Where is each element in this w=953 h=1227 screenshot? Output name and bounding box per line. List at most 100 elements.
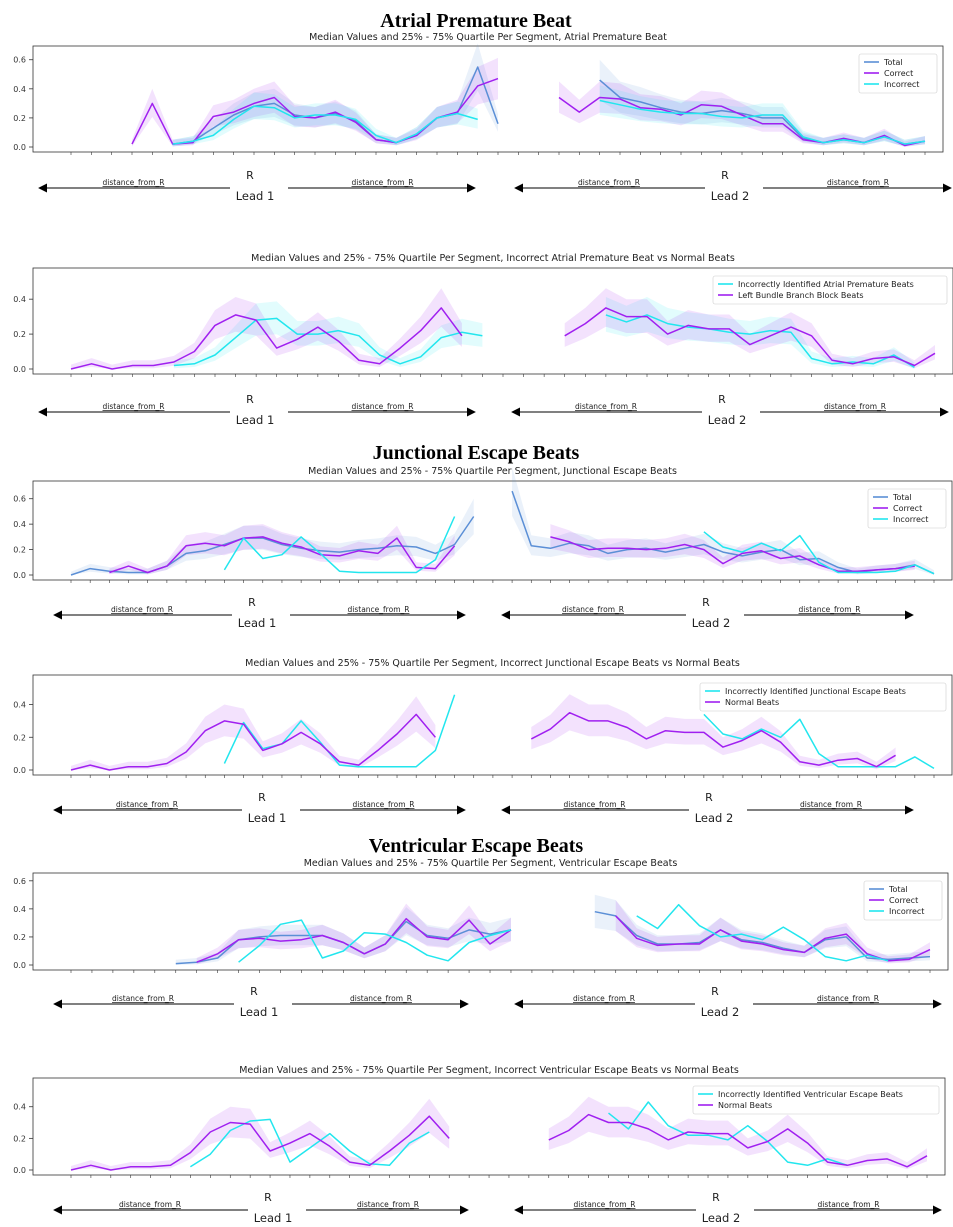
r-marker: R [246,169,254,182]
r-marker: R [248,596,256,609]
panel-6: Median Values and 25% - 75% Quartile Per… [13,1065,946,1225]
quartile-band [599,85,925,147]
legend-box [699,682,947,712]
distance-label: distance_from_R [564,800,626,809]
lead-label: Lead 2 [692,616,731,630]
distance-label: distance_from_R [800,800,862,809]
y-tick-label: 0.4 [13,85,26,94]
quartile-band [599,59,925,147]
distance-label: distance_from_R [357,1200,419,1209]
distance-label: distance_from_R [818,1200,880,1209]
quartile-band [531,694,896,770]
quartile-band [132,57,498,147]
quartile-band [196,903,511,965]
y-tick-label: 0.2 [13,733,26,742]
series-line [109,536,915,574]
quartile-band [71,288,462,369]
lead-label: Lead 2 [701,1005,740,1019]
r-marker: R [258,791,266,804]
r-marker: R [246,393,254,406]
y-tick-label: 0.0 [13,1166,26,1175]
distance-label: distance_from_R [103,178,165,187]
lead-label: Lead 1 [240,1005,279,1019]
distance-label: distance_from_R [824,402,886,411]
chart-title: Median Values and 25% - 75% Quartile Per… [309,32,667,43]
y-tick-label: 0.2 [13,546,26,555]
panel-5: Median Values and 25% - 75% Quartile Per… [13,858,949,1019]
panel-1: Median Values and 25% - 75% Quartile Per… [13,32,952,203]
y-tick-label: 0.0 [13,571,26,580]
series-line [173,314,915,368]
plot-frame [32,45,944,153]
chart-title: Median Values and 25% - 75% Quartile Per… [251,253,735,264]
distance-label: distance_from_R [350,994,412,1003]
y-tick-label: 0.6 [13,877,26,886]
distance-label: distance_from_R [817,994,879,1003]
quartile-band [594,894,930,963]
lead-label: Lead 1 [254,1211,293,1225]
plot-frame [32,480,953,581]
legend-box [712,275,948,305]
y-tick-label: 0.2 [13,933,26,942]
legend-label: Incorrect [893,515,928,524]
panel-4: Median Values and 25% - 75% Quartile Per… [13,658,953,825]
quartile-band [109,524,455,575]
series-line [223,694,935,770]
quartile-band [564,288,935,369]
quartile-band [71,498,474,575]
lead-label: Lead 2 [702,1211,741,1225]
y-tick-label: 0.0 [13,365,26,374]
lead-label: Lead 2 [708,413,747,427]
y-tick-label: 0.0 [13,766,26,775]
series-line [238,903,889,963]
panel-2: Median Values and 25% - 75% Quartile Per… [13,253,953,427]
legend-label: Incorrectly Identified Ventricular Escap… [718,1090,903,1099]
distance-label: distance_from_R [574,1200,636,1209]
plot-frame [32,267,953,375]
distance-label: distance_from_R [352,178,414,187]
distance-label: distance_from_R [119,1200,181,1209]
quartile-band [172,43,498,147]
quartile-band [71,696,436,770]
legend-label: Correct [884,69,913,78]
section-title-ventricular: Ventricular Escape Beats [369,835,584,857]
section-title-atrial: Atrial Premature Beat [380,10,572,32]
distance-label: distance_from_R [111,605,173,614]
y-tick-label: 0.4 [13,295,26,304]
legend-label: Total [888,885,908,894]
distance-label: distance_from_R [352,402,414,411]
charts-layer: Median Values and 25% - 75% Quartile Per… [13,32,953,1225]
series-line [172,99,926,145]
chart-title: Median Values and 25% - 75% Quartile Per… [304,858,678,869]
plot-frame [32,674,953,776]
quartile-band [175,907,512,965]
distance-label: distance_from_R [578,178,640,187]
y-tick-label: 0.6 [13,56,26,65]
distance-label: distance_from_R [575,402,637,411]
r-marker: R [718,393,726,406]
chart-title: Median Values and 25% - 75% Quartile Per… [308,466,677,477]
r-marker: R [264,1191,272,1204]
lead-label: Lead 1 [248,811,287,825]
quartile-band [615,900,930,964]
panel-3: Median Values and 25% - 75% Quartile Per… [13,466,953,630]
legend-label: Total [892,493,912,502]
quartile-band [71,1098,450,1170]
legend-label: Total [883,58,903,67]
y-tick-label: 0.4 [13,1103,26,1112]
legend-label: Normal Beats [718,1101,772,1110]
series-line [70,490,935,576]
chart-title: Median Values and 25% - 75% Quartile Per… [245,658,740,669]
lead-label: Lead 2 [695,811,734,825]
y-tick-label: 0.0 [13,143,26,152]
y-tick-label: 0.2 [13,114,26,123]
r-marker: R [705,791,713,804]
distance-label: distance_from_R [348,605,410,614]
series-line [70,711,896,771]
series-line [70,1113,928,1171]
y-tick-label: 0.4 [13,905,26,914]
series-line [223,516,935,575]
r-marker: R [702,596,710,609]
distance-label: distance_from_R [103,402,165,411]
legend-label: Correct [893,504,922,513]
